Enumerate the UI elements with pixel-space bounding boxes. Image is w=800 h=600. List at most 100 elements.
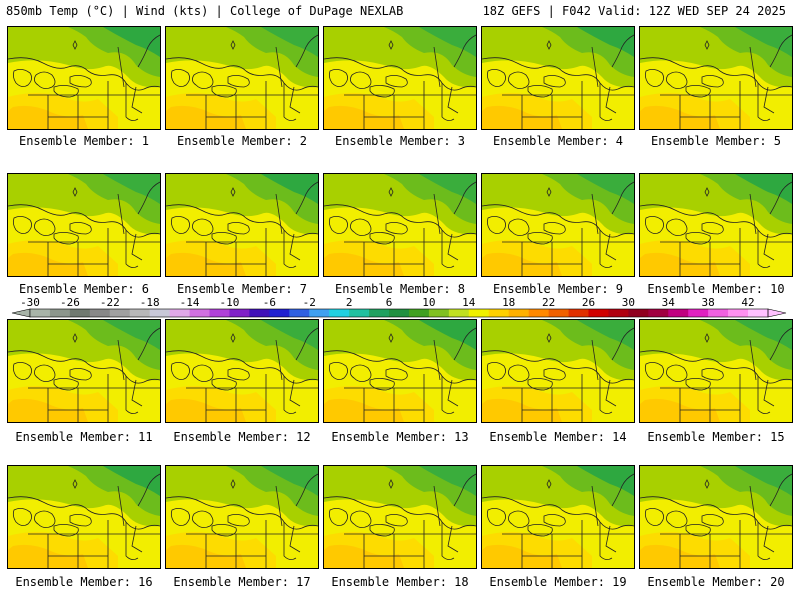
colorbar-swatch [688,309,709,317]
ensemble-member-label: Ensemble Member: 20 [647,575,785,589]
ensemble-member-label: Ensemble Member: 11 [15,430,153,444]
ensemble-member-label: Ensemble Member: 10 [647,282,785,296]
colorbar-tick-label: -6 [263,296,276,309]
ensemble-member-map [165,173,319,277]
ensemble-member-map [481,465,635,569]
colorbar-swatch [448,309,470,317]
ensemble-member-label: Ensemble Member: 3 [334,134,466,148]
ensemble-member-map [481,319,635,423]
colorbar-swatch [708,309,729,317]
colorbar-tick-label: 30 [622,296,635,309]
colorbar-swatch [289,309,310,317]
chart-title: 850mb Temp (°C) | Wind (kts) | College o… [6,4,404,18]
colorbar-swatch [229,309,250,317]
ensemble-member-label: Ensemble Member: 17 [173,575,311,589]
colorbar-swatch [748,309,769,317]
colorbar-swatch [548,309,569,317]
colorbar-swatch [528,309,549,317]
ensemble-member-label: Ensemble Member: 4 [492,134,624,148]
colorbar-swatch [389,309,410,317]
ensemble-member-label: Ensemble Member: 16 [15,575,153,589]
colorbar-tick-label: -18 [140,296,160,309]
ensemble-member-label: Ensemble Member: 9 [492,282,624,296]
colorbar-swatch [369,309,390,317]
ensemble-member-label: Ensemble Member: 18 [331,575,469,589]
ensemble-member-label: Ensemble Member: 5 [650,134,782,148]
ensemble-member-map [481,173,635,277]
colorbar-swatch [69,309,91,317]
colorbar-swatch [408,309,430,317]
ensemble-member-map [165,465,319,569]
ensemble-member-map [323,319,477,423]
colorbar-swatch [169,309,190,317]
ensemble-member-map [165,26,319,130]
ensemble-member-label: Ensemble Member: 15 [647,430,785,444]
colorbar-swatch [648,309,669,317]
colorbar-swatch [30,309,51,317]
colorbar-swatch [668,309,689,317]
ensemble-member-map [7,173,161,277]
ensemble-member-map [7,465,161,569]
ensemble-member-label: Ensemble Member: 19 [489,575,627,589]
colorbar-swatch [209,309,230,317]
colorbar-swatch [628,309,649,317]
ensemble-member-map [639,173,793,277]
ensemble-member-label: Ensemble Member: 8 [334,282,466,296]
ensemble-member-map [165,319,319,423]
colorbar-tick-label: 26 [582,296,595,309]
colorbar-swatch [189,309,210,317]
colorbar-swatch [468,309,490,317]
ensemble-member-label: Ensemble Member: 2 [176,134,308,148]
temperature-colorbar: -30 -26 -22 -18 -14 -10 -6 -2 2 6 10 14 18 22 26 30 34 38… [11,296,787,318]
model-run-info: 18Z GEFS | F042 Valid: 12Z WED SEP 24 20… [482,4,786,18]
colorbar-tick-label: -10 [220,296,240,309]
colorbar-tick-label: 14 [462,296,476,309]
colorbar-swatch [129,309,150,317]
colorbar-tick-label: 10 [422,296,435,309]
colorbar-tick-label: 22 [542,296,555,309]
colorbar-swatch [349,309,370,317]
colorbar-tick-label: 6 [386,296,393,309]
ensemble-member-map [323,173,477,277]
colorbar-low-arrow [11,308,31,318]
ensemble-member-label: Ensemble Member: 7 [176,282,308,296]
colorbar-outline [29,308,769,318]
colorbar-tick-label: 18 [502,296,515,309]
colorbar-swatch [728,309,749,317]
ensemble-member-label: Ensemble Member: 6 [18,282,150,296]
colorbar-tick-label: 2 [346,296,353,309]
ensemble-member-map [481,26,635,130]
colorbar-tick-label: 34 [662,296,676,309]
colorbar-tick-label: -30 [20,296,40,309]
ensemble-member-map [639,465,793,569]
colorbar-swatch [329,309,350,317]
colorbar-tick-label: -26 [60,296,80,309]
colorbar-swatch [508,309,529,317]
colorbar-swatch [568,309,589,317]
colorbar-high-arrow [767,308,787,318]
colorbar-tick-label: 38 [702,296,715,309]
colorbar-tick-label: -22 [100,296,120,309]
colorbar-swatch [89,309,111,317]
ensemble-member-label: Ensemble Member: 13 [331,430,469,444]
colorbar-swatch [109,309,131,317]
ensemble-member-label: Ensemble Member: 12 [173,430,311,444]
ensemble-member-label: Ensemble Member: 14 [489,430,627,444]
ensemble-member-map [7,319,161,423]
colorbar-tick-label: -2 [303,296,316,309]
colorbar-swatch [309,309,330,317]
colorbar-swatch [49,309,71,317]
colorbar-swatch [149,309,170,317]
colorbar-swatch [428,309,450,317]
colorbar-swatch [608,309,629,317]
ensemble-member-label: Ensemble Member: 1 [18,134,150,148]
colorbar-tick-label: -14 [180,296,200,309]
colorbar-tick-label: 42 [741,296,754,309]
ensemble-member-map [7,26,161,130]
ensemble-member-map [323,26,477,130]
colorbar-swatch [249,309,270,317]
ensemble-member-map [639,319,793,423]
colorbar-swatch [488,309,510,317]
colorbar-swatch [588,309,609,317]
ensemble-member-map [639,26,793,130]
